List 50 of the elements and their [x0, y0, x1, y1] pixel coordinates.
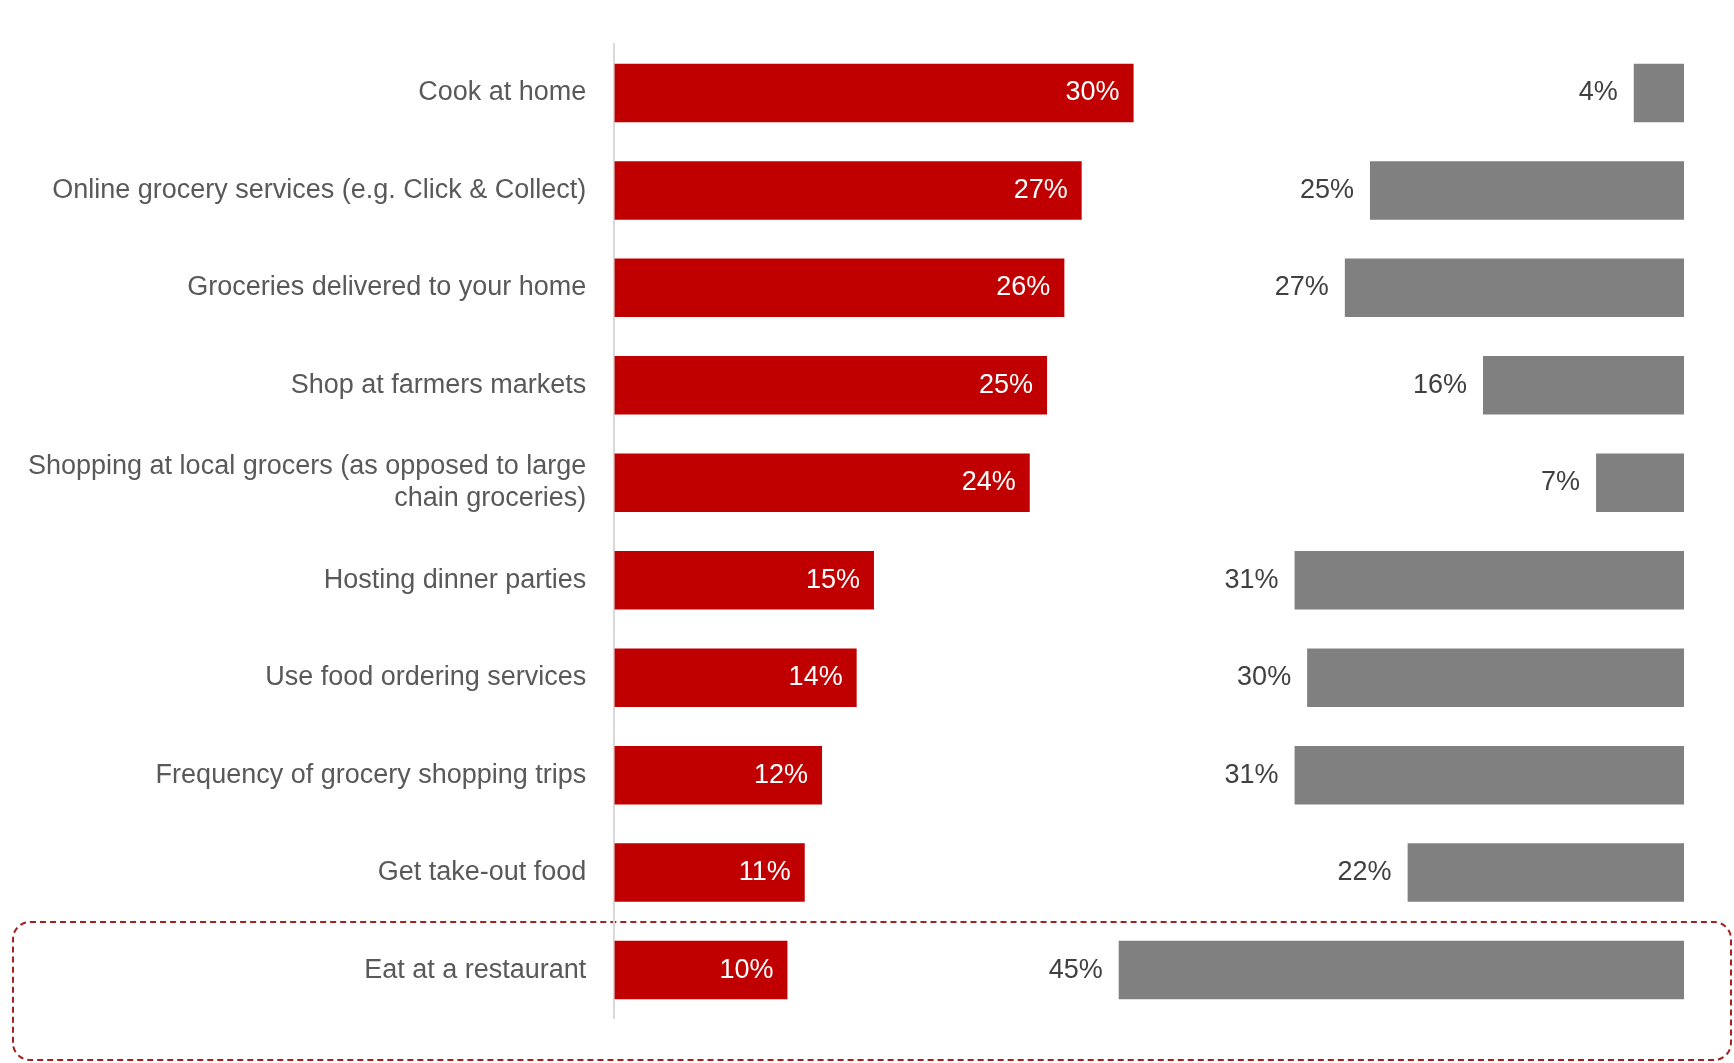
data-label: 11%	[738, 856, 791, 887]
bar	[614, 161, 1082, 220]
y-tick-label: Online grocery services (e.g. Click & Collect)	[52, 173, 587, 204]
y-tick-label: Eat at a restaurant	[364, 953, 587, 984]
data-label: 27%	[1274, 271, 1329, 302]
bar	[1596, 453, 1684, 513]
y-tick-label: Cook at home	[418, 76, 587, 107]
y-tick-label: Use food ordering services	[265, 661, 587, 692]
y-tick-label: Get take-out food	[377, 856, 587, 887]
bar	[1344, 258, 1684, 318]
bar	[1294, 745, 1684, 805]
bar	[614, 453, 1030, 513]
data-label: 12%	[754, 758, 809, 789]
data-label: 31%	[1224, 563, 1279, 594]
data-label: 25%	[1299, 173, 1354, 204]
bar	[1407, 843, 1684, 902]
data-label: 14%	[788, 661, 843, 692]
bar	[1369, 161, 1684, 220]
y-tick-label: Groceries delivered to your home	[187, 271, 587, 302]
y-tick-label: Shop at farmers markets	[290, 368, 587, 399]
data-label: 27%	[1013, 173, 1068, 204]
bar	[614, 356, 1048, 415]
bar	[614, 258, 1065, 318]
data-label: 15%	[805, 563, 860, 594]
y-tick-label: Hosting dinner parties	[323, 563, 587, 594]
data-label: 4%	[1578, 76, 1618, 107]
bar	[614, 940, 788, 1000]
bar	[614, 63, 1134, 123]
data-label: 30%	[1065, 76, 1120, 107]
bar	[614, 843, 805, 902]
data-label: 26%	[996, 271, 1051, 302]
bar	[1633, 63, 1684, 123]
y-tick-label: Shopping at local grocers (as opposed to large chain groceries)	[27, 450, 587, 513]
y-tick-label: Frequency of grocery shopping trips	[155, 758, 587, 789]
data-label: 25%	[979, 368, 1034, 399]
data-label: 31%	[1224, 758, 1279, 789]
bar	[1307, 648, 1684, 707]
data-label: 24%	[961, 466, 1016, 497]
data-label: 16%	[1412, 368, 1468, 399]
bar	[1483, 356, 1684, 415]
bar	[1118, 940, 1684, 1000]
data-label: 22%	[1337, 856, 1392, 887]
bar	[614, 745, 823, 805]
data-label: 10%	[719, 953, 774, 984]
data-label: 7%	[1541, 466, 1581, 497]
bar	[614, 550, 874, 610]
bar	[614, 648, 857, 707]
bar	[1294, 550, 1684, 610]
data-label: 45%	[1048, 953, 1103, 984]
data-label: 30%	[1237, 661, 1292, 692]
